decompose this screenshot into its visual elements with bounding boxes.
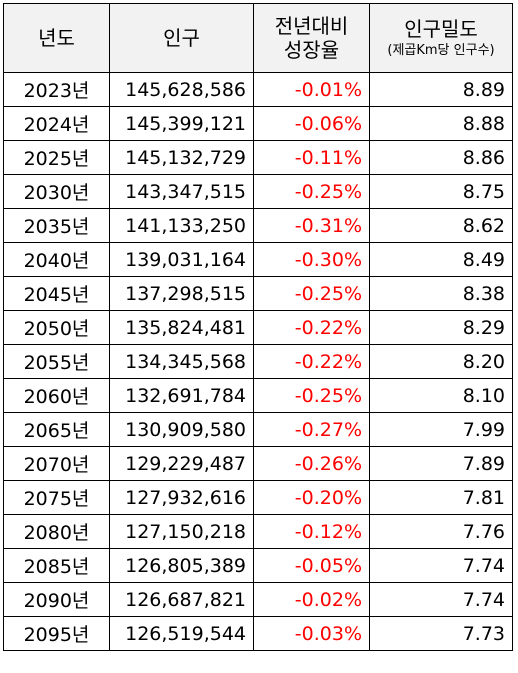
growth-cell: -0.12% (253, 514, 370, 549)
population-table-container: 년도 인구 전년대비 성장율 인구밀도 (제곱Km당 인구수) 2023년 14… (3, 3, 513, 651)
population-cell: 139,031,164 (109, 242, 254, 277)
table-row: 2055년 134,345,568 -0.22% 8.20 (3, 344, 513, 379)
population-cell: 143,347,515 (109, 174, 254, 209)
population-cell: 127,932,616 (109, 480, 254, 515)
population-cell: 141,133,250 (109, 208, 254, 243)
density-cell: 8.20 (369, 344, 513, 379)
header-density: 인구밀도 (제곱Km당 인구수) (369, 3, 513, 73)
growth-cell: -0.30% (253, 242, 370, 277)
year-cell: 2055년 (3, 344, 110, 379)
table-row: 2095년 126,519,544 -0.03% 7.73 (3, 616, 513, 651)
growth-cell: -0.22% (253, 344, 370, 379)
population-cell: 134,345,568 (109, 344, 254, 379)
population-cell: 126,687,821 (109, 582, 254, 617)
year-cell: 2040년 (3, 242, 110, 277)
density-cell: 7.81 (369, 480, 513, 515)
density-cell: 8.88 (369, 106, 513, 141)
density-cell: 8.38 (369, 276, 513, 311)
density-cell: 8.86 (369, 140, 513, 175)
growth-cell: -0.11% (253, 140, 370, 175)
growth-cell: -0.22% (253, 310, 370, 345)
table-row: 2045년 137,298,515 -0.25% 8.38 (3, 276, 513, 311)
year-cell: 2035년 (3, 208, 110, 243)
table-row: 2030년 143,347,515 -0.25% 8.75 (3, 174, 513, 209)
table-body: 2023년 145,628,586 -0.01% 8.89 2024년 145,… (3, 72, 513, 651)
year-cell: 2090년 (3, 582, 110, 617)
density-cell: 7.99 (369, 412, 513, 447)
table-row: 2085년 126,805,389 -0.05% 7.74 (3, 548, 513, 583)
table-row: 2023년 145,628,586 -0.01% 8.89 (3, 72, 513, 107)
header-year: 년도 (3, 3, 110, 73)
growth-cell: -0.01% (253, 72, 370, 107)
table-row: 2035년 141,133,250 -0.31% 8.62 (3, 208, 513, 243)
population-cell: 132,691,784 (109, 378, 254, 413)
population-table: 년도 인구 전년대비 성장율 인구밀도 (제곱Km당 인구수) 2023년 14… (3, 3, 513, 651)
growth-cell: -0.25% (253, 276, 370, 311)
density-cell: 8.29 (369, 310, 513, 345)
header-growth: 전년대비 성장율 (253, 3, 370, 73)
population-cell: 126,519,544 (109, 616, 254, 651)
table-row: 2075년 127,932,616 -0.20% 7.81 (3, 480, 513, 515)
year-cell: 2085년 (3, 548, 110, 583)
density-cell: 7.76 (369, 514, 513, 549)
table-row: 2050년 135,824,481 -0.22% 8.29 (3, 310, 513, 345)
population-cell: 145,132,729 (109, 140, 254, 175)
header-population: 인구 (109, 3, 254, 73)
table-row: 2060년 132,691,784 -0.25% 8.10 (3, 378, 513, 413)
density-cell: 8.49 (369, 242, 513, 277)
year-cell: 2023년 (3, 72, 110, 107)
density-cell: 8.89 (369, 72, 513, 107)
growth-cell: -0.31% (253, 208, 370, 243)
population-cell: 130,909,580 (109, 412, 254, 447)
year-cell: 2075년 (3, 480, 110, 515)
density-cell: 7.74 (369, 548, 513, 583)
year-cell: 2025년 (3, 140, 110, 175)
year-cell: 2060년 (3, 378, 110, 413)
population-cell: 126,805,389 (109, 548, 254, 583)
population-cell: 129,229,487 (109, 446, 254, 481)
growth-cell: -0.20% (253, 480, 370, 515)
growth-cell: -0.02% (253, 582, 370, 617)
growth-cell: -0.27% (253, 412, 370, 447)
growth-cell: -0.26% (253, 446, 370, 481)
year-cell: 2024년 (3, 106, 110, 141)
population-cell: 127,150,218 (109, 514, 254, 549)
table-row: 2065년 130,909,580 -0.27% 7.99 (3, 412, 513, 447)
population-cell: 145,399,121 (109, 106, 254, 141)
year-cell: 2070년 (3, 446, 110, 481)
growth-cell: -0.06% (253, 106, 370, 141)
density-cell: 8.62 (369, 208, 513, 243)
year-cell: 2050년 (3, 310, 110, 345)
growth-cell: -0.05% (253, 548, 370, 583)
table-row: 2025년 145,132,729 -0.11% 8.86 (3, 140, 513, 175)
table-row: 2040년 139,031,164 -0.30% 8.49 (3, 242, 513, 277)
year-cell: 2095년 (3, 616, 110, 651)
density-cell: 7.73 (369, 616, 513, 651)
header-row: 년도 인구 전년대비 성장율 인구밀도 (제곱Km당 인구수) (3, 3, 513, 73)
growth-cell: -0.25% (253, 378, 370, 413)
year-cell: 2080년 (3, 514, 110, 549)
growth-cell: -0.25% (253, 174, 370, 209)
table-row: 2024년 145,399,121 -0.06% 8.88 (3, 106, 513, 141)
table-row: 2090년 126,687,821 -0.02% 7.74 (3, 582, 513, 617)
density-cell: 7.74 (369, 582, 513, 617)
density-cell: 8.75 (369, 174, 513, 209)
population-cell: 145,628,586 (109, 72, 254, 107)
density-cell: 7.89 (369, 446, 513, 481)
density-cell: 8.10 (369, 378, 513, 413)
population-cell: 137,298,515 (109, 276, 254, 311)
table-row: 2070년 129,229,487 -0.26% 7.89 (3, 446, 513, 481)
year-cell: 2045년 (3, 276, 110, 311)
year-cell: 2065년 (3, 412, 110, 447)
table-row: 2080년 127,150,218 -0.12% 7.76 (3, 514, 513, 549)
year-cell: 2030년 (3, 174, 110, 209)
population-cell: 135,824,481 (109, 310, 254, 345)
growth-cell: -0.03% (253, 616, 370, 651)
